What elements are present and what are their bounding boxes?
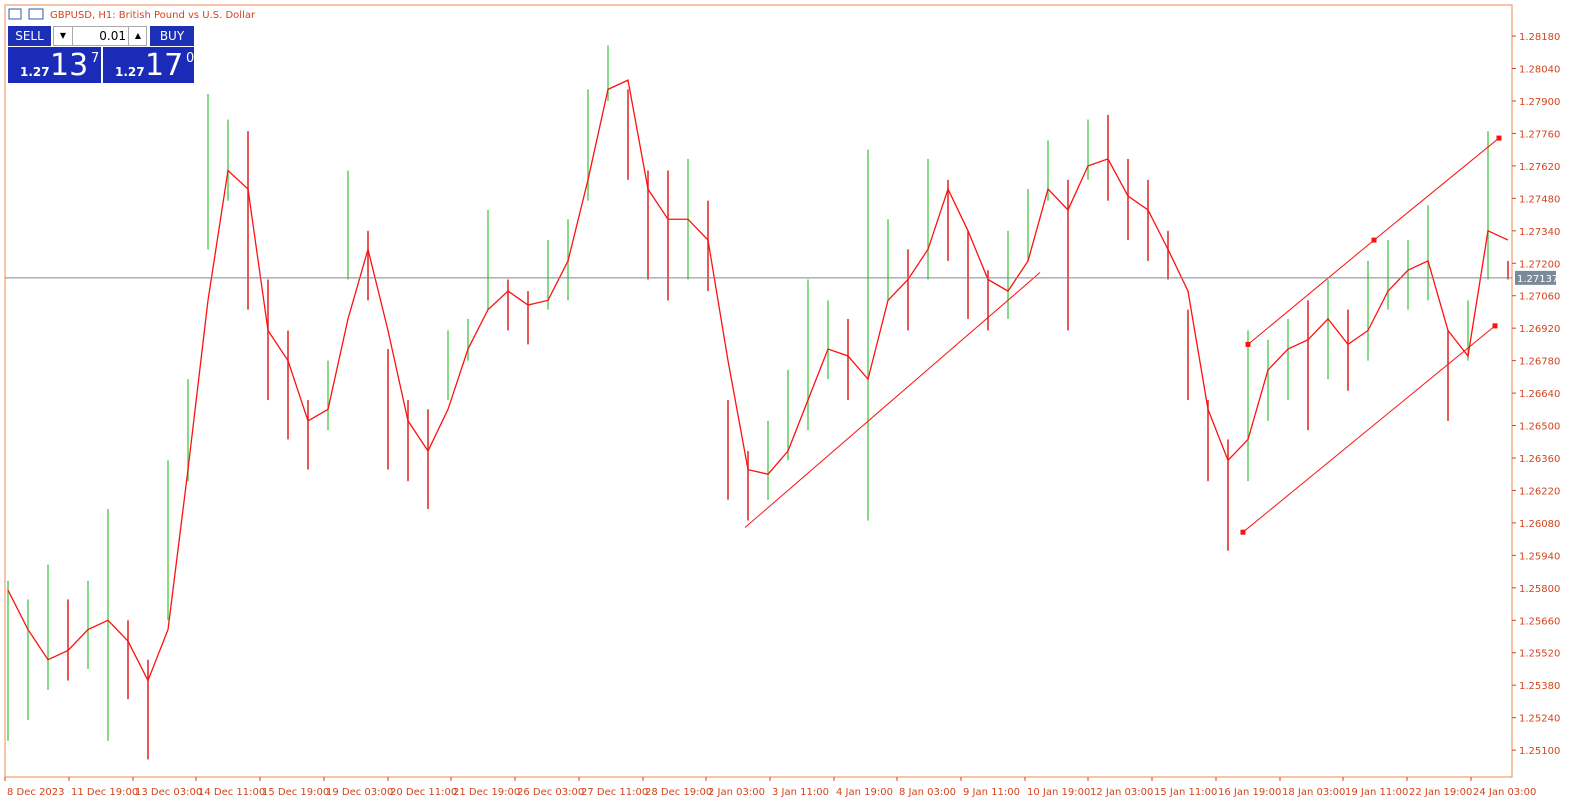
y-tick-label: 1.27480 (1519, 194, 1560, 205)
trendline (744, 272, 1041, 528)
bid-quote[interactable]: 1.27 13 7 (8, 47, 101, 83)
x-tick-label: 15 Jan 11:00 (1154, 787, 1217, 798)
bid-digits: 13 (50, 48, 89, 83)
y-tick-label: 1.26080 (1519, 519, 1560, 530)
y-tick-label: 1.25520 (1519, 649, 1560, 660)
trendline-anchor (1492, 323, 1498, 329)
y-tick-label: 1.27760 (1519, 129, 1560, 140)
ask-quote[interactable]: 1.27 17 0 (103, 47, 194, 83)
y-tick-label: 1.27340 (1519, 227, 1560, 238)
buy-button[interactable]: BUY (150, 26, 194, 46)
ask-big: 1.27 (115, 65, 145, 79)
y-tick-label: 1.26360 (1519, 454, 1560, 465)
x-tick-label: 26 Dec 03:00 (517, 787, 584, 798)
x-tick-label: 18 Jan 03:00 (1282, 787, 1345, 798)
y-tick-label: 1.27060 (1519, 292, 1560, 303)
y-tick-label: 1.25660 (1519, 616, 1560, 627)
moving-average (7, 79, 1509, 683)
y-tick-label: 1.26220 (1519, 486, 1560, 497)
sell-button[interactable]: SELL (8, 26, 51, 46)
lot-down[interactable]: ▼ (54, 27, 73, 45)
y-tick-label: 1.26500 (1519, 422, 1560, 433)
menu-icon (8, 8, 22, 20)
y-tick-label: 1.28040 (1519, 65, 1560, 76)
x-tick-label: 20 Dec 11:00 (390, 787, 457, 798)
lot-value[interactable]: 0.01 (99, 29, 126, 43)
x-tick-label: 15 Dec 19:00 (262, 787, 329, 798)
x-tick-label: 16 Jan 19:00 (1218, 787, 1281, 798)
x-tick-label: 27 Dec 11:00 (581, 787, 648, 798)
trendline (1242, 325, 1496, 533)
lot-field[interactable]: ▼ 0.01 ▲ (53, 26, 147, 46)
x-tick-label: 8 Jan 03:00 (899, 787, 956, 798)
chart-icon (28, 8, 44, 20)
y-tick-label: 1.25940 (1519, 551, 1560, 562)
x-tick-label: 3 Jan 11:00 (772, 787, 829, 798)
y-tick-label: 1.27200 (1519, 259, 1560, 270)
trendline-anchor (1245, 341, 1251, 347)
x-tick-label: 19 Dec 03:00 (326, 787, 393, 798)
lot-up[interactable]: ▲ (128, 27, 147, 45)
x-tick-label: 9 Jan 11:00 (963, 787, 1020, 798)
x-tick-label: 4 Jan 19:00 (836, 787, 893, 798)
x-tick-label: 28 Dec 19:00 (645, 787, 712, 798)
y-tick-label: 1.25100 (1519, 746, 1560, 757)
x-tick-label: 22 Jan 19:00 (1409, 787, 1472, 798)
x-tick-label: 19 Jan 11:00 (1345, 787, 1408, 798)
ask-digits: 17 (145, 48, 184, 83)
x-tick-label: 10 Jan 19:00 (1027, 787, 1090, 798)
ask-sup: 0 (186, 51, 195, 66)
plot-border (4, 4, 1513, 778)
y-tick-label: 1.25240 (1519, 714, 1560, 725)
y-tick-label: 1.26920 (1519, 324, 1560, 335)
y-tick-label: 1.28180 (1519, 32, 1560, 43)
y-tick-label: 1.27900 (1519, 97, 1560, 108)
bid-sup: 7 (91, 51, 100, 66)
x-tick-label: 2 Jan 03:00 (708, 787, 765, 798)
price-label-box (1515, 270, 1556, 285)
price-label: 1.27137 (1517, 274, 1558, 285)
trendline-anchor (1496, 135, 1502, 141)
x-tick-label: 13 Dec 03:00 (135, 787, 202, 798)
y-tick-label: 1.27620 (1519, 162, 1560, 173)
x-tick-label: 8 Dec 2023 (7, 787, 65, 798)
trendline-anchor (1371, 237, 1377, 243)
y-tick-label: 1.25800 (1519, 584, 1560, 595)
x-tick-label: 12 Jan 03:00 (1090, 787, 1153, 798)
trendline-anchor (1240, 529, 1246, 535)
y-tick-label: 1.25380 (1519, 681, 1560, 692)
y-tick-label: 1.26640 (1519, 389, 1560, 400)
y-tick-label: 1.26780 (1519, 357, 1560, 368)
chart-title: GBPUSD, H1: British Pound vs U.S. Dollar (50, 10, 256, 21)
x-tick-label: 11 Dec 19:00 (71, 787, 138, 798)
x-tick-label: 24 Jan 03:00 (1473, 787, 1536, 798)
bid-big: 1.27 (20, 65, 50, 79)
x-tick-label: 21 Dec 19:00 (453, 787, 520, 798)
x-tick-label: 14 Dec 11:00 (198, 787, 265, 798)
